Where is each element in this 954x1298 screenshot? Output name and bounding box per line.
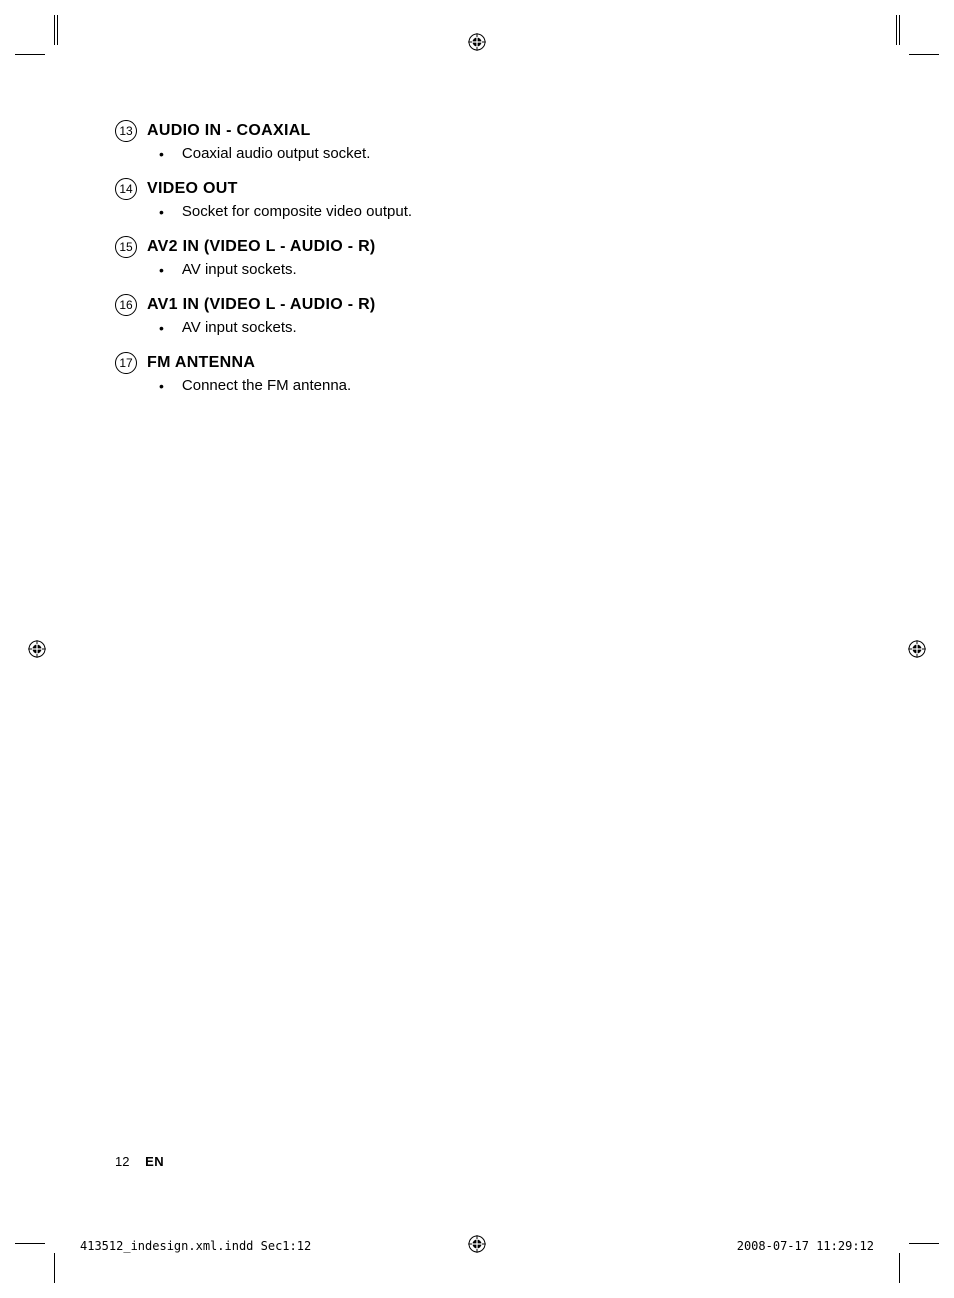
item-description-text: AV input sockets. xyxy=(182,260,297,280)
bullet-icon: • xyxy=(159,376,164,396)
item-description: • Coaxial audio output socket. xyxy=(147,144,565,164)
registration-mark-right xyxy=(908,640,926,658)
crop-mark-bottom-left xyxy=(15,1243,55,1283)
item-description: • Connect the FM antenna. xyxy=(147,376,565,396)
item-description: • AV input sockets. xyxy=(147,318,565,338)
item-title: AV2 IN (VIDEO L - AUDIO - R) xyxy=(147,236,565,258)
item-number-circle: 16 xyxy=(115,294,137,316)
item-body: AUDIO IN - COAXIAL • Coaxial audio outpu… xyxy=(147,120,565,168)
item-description: • AV input sockets. xyxy=(147,260,565,280)
content-area: 13 AUDIO IN - COAXIAL • Coaxial audio ou… xyxy=(115,120,565,410)
bullet-icon: • xyxy=(159,318,164,338)
page-number-footer: 12 EN xyxy=(115,1154,164,1169)
item-description-text: Coaxial audio output socket. xyxy=(182,144,370,164)
item-title: VIDEO OUT xyxy=(147,178,565,200)
crop-mark-top-right-inner xyxy=(892,15,902,55)
crop-mark-top-left-inner xyxy=(52,15,62,55)
list-item: 14 VIDEO OUT • Socket for composite vide… xyxy=(115,178,565,226)
list-item: 17 FM ANTENNA • Connect the FM antenna. xyxy=(115,352,565,400)
crop-mark-top-left xyxy=(15,15,55,55)
item-number-circle: 15 xyxy=(115,236,137,258)
item-number-circle: 17 xyxy=(115,352,137,374)
footer-file-info: 413512_indesign.xml.indd Sec1:12 xyxy=(80,1239,311,1253)
registration-mark-left xyxy=(28,640,46,658)
item-number-circle: 14 xyxy=(115,178,137,200)
page-number: 12 xyxy=(115,1154,129,1169)
item-description: • Socket for composite video output. xyxy=(147,202,565,222)
crop-mark-top-right xyxy=(899,15,939,55)
item-title: FM ANTENNA xyxy=(147,352,565,374)
item-title: AV1 IN (VIDEO L - AUDIO - R) xyxy=(147,294,565,316)
bullet-icon: • xyxy=(159,202,164,222)
item-description-text: Socket for composite video output. xyxy=(182,202,412,222)
registration-mark-bottom xyxy=(468,1235,486,1253)
item-body: FM ANTENNA • Connect the FM antenna. xyxy=(147,352,565,400)
list-item: 16 AV1 IN (VIDEO L - AUDIO - R) • AV inp… xyxy=(115,294,565,342)
bullet-icon: • xyxy=(159,260,164,280)
list-item: 15 AV2 IN (VIDEO L - AUDIO - R) • AV inp… xyxy=(115,236,565,284)
crop-mark-bottom-right xyxy=(899,1243,939,1283)
registration-mark-top xyxy=(468,33,486,51)
language-code: EN xyxy=(145,1154,164,1169)
item-number-circle: 13 xyxy=(115,120,137,142)
item-title: AUDIO IN - COAXIAL xyxy=(147,120,565,142)
item-description-text: Connect the FM antenna. xyxy=(182,376,351,396)
item-description-text: AV input sockets. xyxy=(182,318,297,338)
footer-timestamp: 2008-07-17 11:29:12 xyxy=(737,1239,874,1253)
bullet-icon: • xyxy=(159,144,164,164)
item-body: VIDEO OUT • Socket for composite video o… xyxy=(147,178,565,226)
item-body: AV2 IN (VIDEO L - AUDIO - R) • AV input … xyxy=(147,236,565,284)
list-item: 13 AUDIO IN - COAXIAL • Coaxial audio ou… xyxy=(115,120,565,168)
item-body: AV1 IN (VIDEO L - AUDIO - R) • AV input … xyxy=(147,294,565,342)
